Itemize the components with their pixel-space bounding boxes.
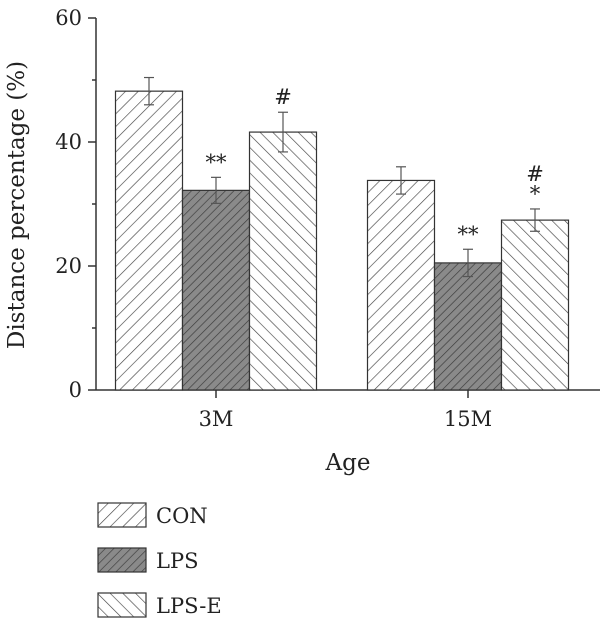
significance-marker: ** [458,222,480,246]
bars [114,90,570,391]
legend-swatch-lps-e [97,592,147,618]
legend-label-lps: LPS [156,549,198,573]
legend-label-lps-e: LPS-E [156,594,222,618]
bar-con-3m [114,90,184,391]
bar-con-15m [366,179,436,391]
y-tick-label: 0 [69,378,82,402]
significance-marker: # [274,85,292,109]
bar-lps-e-15m [500,219,570,391]
legend: CON LPS LPS-E [97,502,222,618]
x-axis: 3M 15M [96,389,600,431]
y-axis: 0 20 40 60 [55,6,97,402]
significance-markers: **#**#* [206,85,544,246]
legend-swatch-lps [97,547,147,573]
error-bars [144,76,540,278]
x-tick-label: 15M [444,407,492,431]
legend-label-con: CON [156,504,208,528]
x-tick-label: 3M [199,407,234,431]
y-tick-label: 40 [55,130,82,154]
y-axis-label: Distance percentage (%) [4,61,30,349]
bar-lps-3m [181,189,251,391]
bar-lps-15m [433,262,503,391]
bar-lps-e-3m [248,131,318,391]
significance-marker: # [526,162,544,186]
y-tick-label: 60 [55,6,82,30]
y-tick-label: 20 [55,254,82,278]
legend-swatch-con [97,502,147,528]
significance-marker: ** [206,150,228,174]
x-axis-label: Age [325,450,371,476]
significance-marker: * [530,182,541,206]
